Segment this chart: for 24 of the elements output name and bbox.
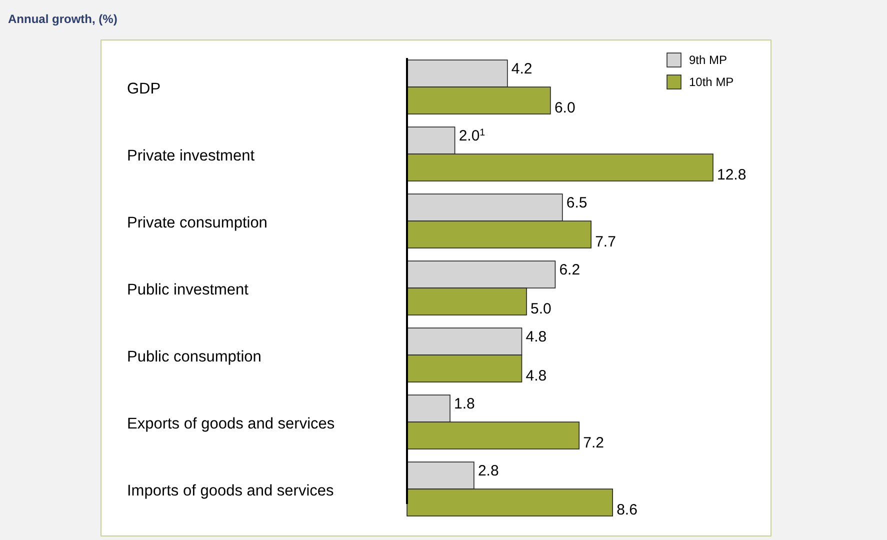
y-tick-label: Imports of goods and services [127,482,334,500]
y-tick-label: Public consumption [127,348,262,366]
y-tick-label: Public investment [127,282,250,298]
data-label: 7.7 [595,234,616,250]
legend-label: 10th MP [689,75,734,89]
data-label: 4.2 [511,60,532,78]
y-tick-label: Private investment [127,148,256,164]
legend-label: 9th MP [689,53,728,67]
y-tick-label: GDP [127,80,161,98]
data-label: 5.0 [530,300,552,318]
data-label: 12.8 [717,166,746,184]
text: Annual growth, (%) [8,12,118,26]
data-label: 1.8 [454,396,475,412]
data-label: 4.8 [526,368,547,384]
y-tick-label: Private consumption [127,214,268,232]
data-label: 2.8 [478,462,499,480]
data-label: 6.5 [566,194,588,212]
data-label: 6.2 [559,262,580,278]
data-label: 2.0$^{1}$ [458,127,486,144]
data-label: 7.2 [583,434,604,452]
data-label: 6.0 [554,100,576,116]
data-label: 4.8 [526,328,547,346]
data-label: 8.6 [616,502,638,518]
y-tick-label: Exports of goods and services [127,416,335,432]
